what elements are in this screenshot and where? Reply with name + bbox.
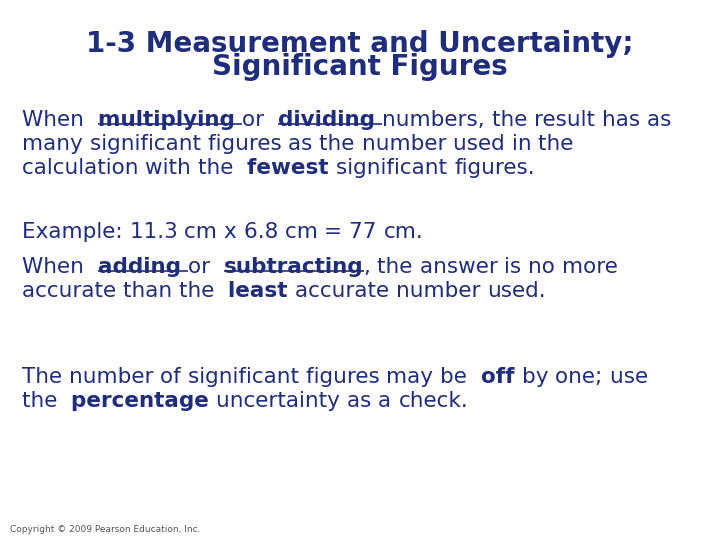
Text: of: of xyxy=(161,367,188,387)
Text: calculation: calculation xyxy=(22,158,145,178)
Text: has: has xyxy=(602,110,647,130)
Text: use: use xyxy=(610,367,654,387)
Text: percentage: percentage xyxy=(71,391,217,411)
Text: the: the xyxy=(377,257,420,277)
Text: a: a xyxy=(379,391,398,411)
Text: fewest: fewest xyxy=(247,158,336,178)
Text: with: with xyxy=(145,158,198,178)
Text: cm: cm xyxy=(284,222,325,242)
Text: Example:: Example: xyxy=(22,222,130,242)
Text: result: result xyxy=(534,110,602,130)
Text: off: off xyxy=(481,367,522,387)
Text: cm.: cm. xyxy=(384,222,423,242)
Text: in: in xyxy=(512,134,538,154)
Text: multiplying: multiplying xyxy=(98,110,242,130)
Text: than: than xyxy=(123,281,179,301)
Text: is: is xyxy=(505,257,528,277)
Text: When: When xyxy=(22,257,98,277)
Text: accurate: accurate xyxy=(22,281,123,301)
Text: or: or xyxy=(242,110,278,130)
Text: Significant Figures: Significant Figures xyxy=(212,53,508,81)
Text: cm: cm xyxy=(184,222,224,242)
Text: figures.: figures. xyxy=(454,158,535,178)
Text: as: as xyxy=(288,134,320,154)
Text: number: number xyxy=(396,281,487,301)
Text: 77: 77 xyxy=(349,222,384,242)
Text: as: as xyxy=(347,391,379,411)
Text: the: the xyxy=(198,158,247,178)
Text: 11.3: 11.3 xyxy=(130,222,184,242)
Text: be: be xyxy=(441,367,481,387)
Text: check.: check. xyxy=(398,391,468,411)
Text: uncertainty: uncertainty xyxy=(217,391,347,411)
Text: ,: , xyxy=(364,257,377,277)
Text: the: the xyxy=(320,134,361,154)
Text: subtracting: subtracting xyxy=(224,257,364,277)
Text: number: number xyxy=(69,367,161,387)
Text: as: as xyxy=(647,110,678,130)
Text: least: least xyxy=(228,281,295,301)
Text: more: more xyxy=(562,257,625,277)
Text: the: the xyxy=(22,391,71,411)
Text: figures: figures xyxy=(306,367,387,387)
Text: the: the xyxy=(179,281,228,301)
Text: When: When xyxy=(22,110,98,130)
Text: accurate: accurate xyxy=(295,281,396,301)
Text: used: used xyxy=(453,134,512,154)
Text: by: by xyxy=(522,367,555,387)
Text: =: = xyxy=(325,222,349,242)
Text: or: or xyxy=(188,257,224,277)
Text: the: the xyxy=(492,110,534,130)
Text: used.: used. xyxy=(487,281,546,301)
Text: adding: adding xyxy=(98,257,188,277)
Text: 6.8: 6.8 xyxy=(243,222,284,242)
Text: x: x xyxy=(224,222,243,242)
Text: figures: figures xyxy=(207,134,288,154)
Text: one;: one; xyxy=(555,367,610,387)
Text: dividing: dividing xyxy=(278,110,382,130)
Text: number: number xyxy=(361,134,453,154)
Text: The: The xyxy=(22,367,69,387)
Text: many: many xyxy=(22,134,89,154)
Text: answer: answer xyxy=(420,257,505,277)
Text: significant: significant xyxy=(336,158,454,178)
Text: significant: significant xyxy=(89,134,207,154)
Text: Copyright © 2009 Pearson Education, Inc.: Copyright © 2009 Pearson Education, Inc. xyxy=(10,525,200,534)
Text: significant: significant xyxy=(188,367,306,387)
Text: no: no xyxy=(528,257,562,277)
Text: numbers,: numbers, xyxy=(382,110,492,130)
Text: the: the xyxy=(538,134,580,154)
Text: 1-3 Measurement and Uncertainty;: 1-3 Measurement and Uncertainty; xyxy=(86,30,634,58)
Text: may: may xyxy=(387,367,441,387)
